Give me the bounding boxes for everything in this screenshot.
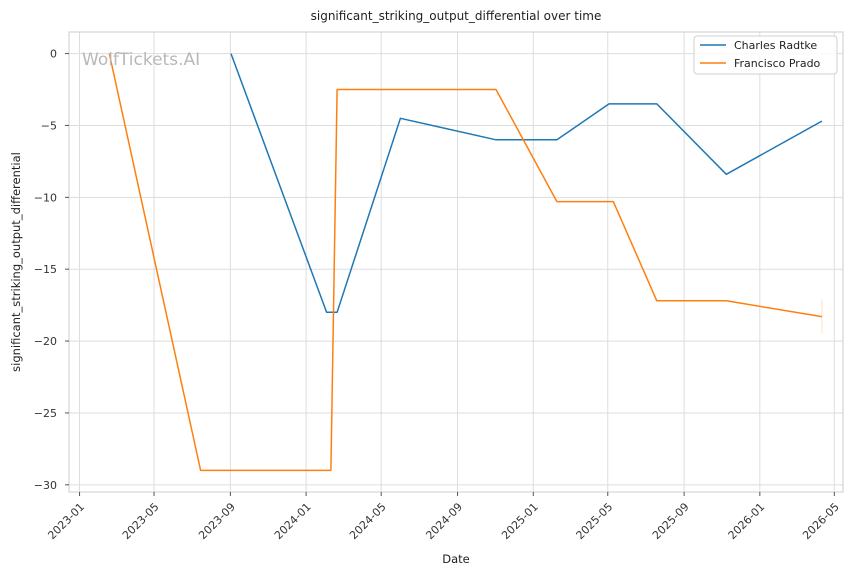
chart-title: significant_striking_output_differential… — [311, 9, 602, 23]
y-tick-label: −25 — [34, 407, 57, 420]
grid — [69, 32, 843, 492]
watermark: WolfTickets.AI — [82, 50, 200, 70]
y-tick-label: −30 — [34, 479, 57, 492]
series-line-francisco-prado — [108, 53, 823, 472]
series — [108, 53, 823, 472]
y-tick-label: −20 — [34, 335, 57, 348]
legend-box — [693, 35, 838, 75]
plot-area — [68, 31, 844, 493]
legend-entry-charles-radtke: Charles Radtke — [734, 39, 817, 52]
y-tick-label: −15 — [34, 263, 57, 276]
legend: Charles Radtke Francisco Prado — [693, 35, 838, 75]
y-tick-label: −5 — [41, 119, 57, 132]
series-line-charles-radtke — [230, 53, 823, 314]
y-axis-label: significant_striking_output_differential — [9, 152, 23, 372]
legend-entry-francisco-prado: Francisco Prado — [734, 57, 821, 70]
y-axis-ticks: 0 −5 −10 −15 −20 −25 −30 — [34, 48, 69, 492]
y-tick-label: 0 — [50, 48, 57, 61]
y-tick-label: −10 — [34, 191, 57, 204]
x-axis-label: Date — [442, 552, 470, 566]
